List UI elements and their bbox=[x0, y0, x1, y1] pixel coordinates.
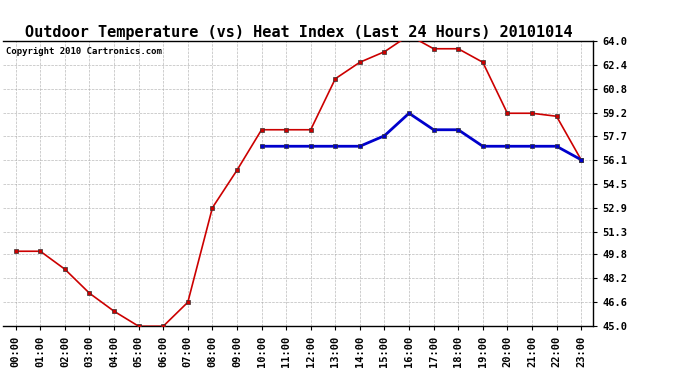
Title: Outdoor Temperature (vs) Heat Index (Last 24 Hours) 20101014: Outdoor Temperature (vs) Heat Index (Las… bbox=[25, 25, 572, 40]
Text: Copyright 2010 Cartronics.com: Copyright 2010 Cartronics.com bbox=[6, 47, 162, 56]
